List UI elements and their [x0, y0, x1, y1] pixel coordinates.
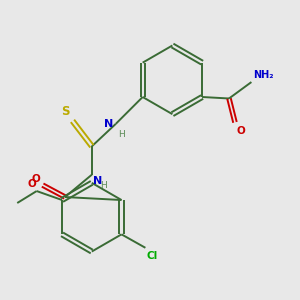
- Text: O: O: [32, 174, 40, 184]
- Text: N: N: [104, 119, 113, 129]
- Text: NH₂: NH₂: [253, 70, 273, 80]
- Text: S: S: [61, 105, 70, 118]
- Text: Cl: Cl: [147, 251, 158, 261]
- Text: N: N: [93, 176, 103, 186]
- Text: H: H: [100, 181, 107, 190]
- Text: O: O: [236, 126, 245, 136]
- Text: O: O: [27, 179, 36, 189]
- Text: H: H: [118, 130, 125, 140]
